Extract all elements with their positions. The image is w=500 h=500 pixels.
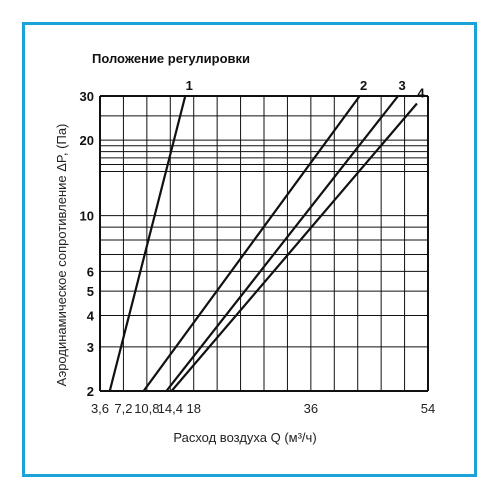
y-axis-label: Аэродинамическое сопротивление ΔP, (Па) — [54, 124, 69, 387]
y-tick-labels: 2 3 4 5 6 10 20 30 — [80, 89, 95, 399]
y-tick-label: 3 — [87, 340, 94, 355]
y-tick-label: 5 — [87, 284, 94, 299]
series-label-2: 2 — [360, 78, 367, 93]
y-tick-label: 20 — [80, 133, 94, 148]
y-tick-label: 4 — [87, 308, 95, 323]
series-label-3: 3 — [398, 78, 405, 93]
series-line-1 — [108, 95, 187, 392]
y-tick-label: 6 — [87, 264, 94, 279]
x-tick-label: 18 — [186, 401, 200, 416]
x-tick-label: 7,2 — [114, 401, 132, 416]
series-label-4: 4 — [417, 86, 425, 101]
grid — [99, 95, 429, 392]
chart-frame — [22, 22, 477, 477]
series-line-4 — [170, 102, 418, 392]
chart-title: Положение регулировки — [92, 51, 250, 66]
y-tick-label: 10 — [80, 209, 94, 224]
x-tick-labels: 3,6 7,2 10,814,4 18 36 54 — [91, 401, 435, 416]
series-lines: 1 2 34 — [108, 78, 425, 392]
x-tick-label: 10,8 — [134, 401, 159, 416]
x-tick-label: 14,4 — [158, 401, 183, 416]
series-line-2 — [142, 95, 361, 392]
x-axis-label: Расход воздуха Q (м³/ч) — [173, 430, 316, 445]
series-line-3 — [165, 95, 399, 392]
y-tick-label: 2 — [87, 384, 94, 399]
x-tick-label: 36 — [304, 401, 318, 416]
y-tick-label: 30 — [80, 89, 94, 104]
series-label-1: 1 — [186, 78, 193, 93]
x-tick-label: 54 — [421, 401, 435, 416]
x-tick-label: 3,6 — [91, 401, 109, 416]
